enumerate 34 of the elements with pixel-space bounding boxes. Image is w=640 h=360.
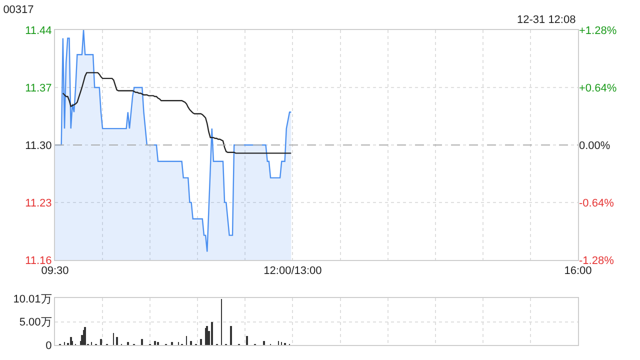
bar xyxy=(100,338,102,345)
y2-tick-label: 0.00% xyxy=(579,140,610,152)
bar xyxy=(190,340,192,345)
bar xyxy=(141,338,143,345)
y-tick-label: 11.16 xyxy=(25,254,52,267)
bar xyxy=(157,342,159,345)
chart-title: 00317 xyxy=(3,4,34,16)
bar xyxy=(154,340,156,345)
bar xyxy=(230,326,232,345)
y2-tick-label: -0.64% xyxy=(579,197,614,210)
y2-tick-label: +1.28% xyxy=(579,24,617,37)
bar xyxy=(116,336,118,345)
y-tick-label: 11.23 xyxy=(25,197,52,210)
line-series xyxy=(62,72,292,154)
bar xyxy=(70,336,72,345)
bar xyxy=(200,338,202,345)
y2-tick-label: +0.64% xyxy=(579,82,617,94)
y-tick-label: 5.00万 xyxy=(19,316,52,329)
x-tick-label: 09:30 xyxy=(41,265,69,278)
y2-tick-label: -1.28% xyxy=(579,254,614,267)
y-tick-label: 0 xyxy=(46,340,52,352)
y-tick-label: 11.37 xyxy=(25,82,52,94)
y-tick-label: 10.01万 xyxy=(13,293,52,306)
x-tick-label: 16:00 xyxy=(564,265,592,278)
bar xyxy=(263,340,265,345)
bar xyxy=(171,342,173,345)
x-tick-label: 12:00/13:00 xyxy=(264,265,322,278)
bar xyxy=(127,342,129,345)
y-tick-label: 11.44 xyxy=(25,24,52,37)
text: 12-31 12:08 xyxy=(517,14,576,26)
bar xyxy=(246,336,248,345)
y-tick-label: 11.30 xyxy=(25,140,52,152)
bar xyxy=(84,326,86,345)
bar xyxy=(211,322,213,345)
